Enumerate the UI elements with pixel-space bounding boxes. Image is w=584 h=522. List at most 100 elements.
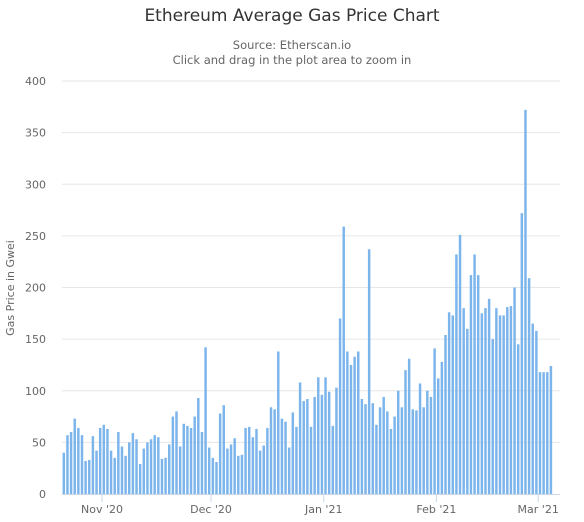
bar[interactable] [204,347,207,494]
bar[interactable] [447,312,451,494]
bar[interactable] [102,424,106,494]
bar[interactable] [251,437,255,494]
bar[interactable] [546,372,549,494]
bar[interactable] [291,412,295,494]
bar[interactable] [80,435,84,494]
bar[interactable] [498,315,502,494]
bar[interactable] [62,452,66,494]
bar[interactable] [491,339,494,495]
bar[interactable] [280,418,284,494]
bar[interactable] [266,427,269,494]
bar[interactable] [106,428,109,494]
bar[interactable] [255,428,258,494]
bar[interactable] [466,328,469,494]
bar[interactable] [233,438,236,494]
bar[interactable] [415,410,418,494]
bar[interactable] [258,450,262,494]
bar[interactable] [509,306,513,494]
bar[interactable] [426,390,429,494]
bar[interactable] [277,351,280,494]
bar[interactable] [331,425,335,494]
bar[interactable] [197,397,200,494]
bar[interactable] [386,411,389,494]
bar[interactable] [124,455,127,494]
bar[interactable] [524,109,527,494]
bar[interactable] [142,448,146,494]
bar[interactable] [473,254,476,494]
bar[interactable] [84,460,87,494]
bar[interactable] [429,396,433,494]
bar[interactable] [378,407,382,494]
bar[interactable] [397,390,400,494]
bar[interactable] [335,387,338,494]
bar[interactable] [73,418,76,494]
bar[interactable] [349,364,353,494]
bar[interactable] [66,435,69,494]
bar[interactable] [367,249,371,494]
bar[interactable] [273,409,276,494]
bar[interactable] [324,377,327,494]
bar[interactable] [218,413,222,494]
bar[interactable] [182,423,186,494]
bar[interactable] [91,436,95,494]
bar[interactable] [418,383,422,494]
bar[interactable] [284,421,287,494]
bar[interactable] [222,405,225,494]
bar[interactable] [320,394,324,494]
bar[interactable] [389,428,393,494]
bar[interactable] [542,372,545,494]
bar[interactable] [495,308,498,494]
bar[interactable] [371,403,375,494]
bar[interactable] [487,298,491,494]
bar[interactable] [476,275,480,494]
bar[interactable] [506,307,509,494]
bar[interactable] [400,407,404,494]
bar[interactable] [436,378,440,494]
bar[interactable] [535,330,538,494]
bar[interactable] [287,447,291,494]
bar[interactable] [360,399,364,494]
bar[interactable] [149,439,153,494]
bar[interactable] [244,427,247,494]
bar[interactable] [306,399,309,494]
bar[interactable] [109,450,113,494]
bar[interactable] [342,226,345,494]
bar[interactable] [128,442,131,495]
bar[interactable] [117,432,120,494]
bar[interactable] [178,446,182,495]
bar[interactable] [502,315,505,494]
bar[interactable] [200,432,204,494]
bar[interactable] [516,344,520,494]
bar[interactable] [520,213,524,494]
bar[interactable] [302,401,305,494]
bar[interactable] [407,358,411,494]
bar[interactable] [88,459,91,494]
bar[interactable] [240,454,244,494]
bar[interactable] [382,396,385,494]
bar-series[interactable] [62,109,553,495]
bar[interactable] [193,416,196,494]
bar[interactable] [160,458,164,494]
bar[interactable] [175,411,178,494]
bar[interactable] [433,348,436,494]
bar[interactable] [357,351,360,494]
bar[interactable] [440,361,444,494]
bar[interactable] [69,432,73,494]
bar[interactable] [375,424,378,494]
bar[interactable] [538,372,542,494]
bar[interactable] [211,457,215,494]
bar[interactable] [298,382,302,494]
bar[interactable] [77,427,80,494]
bar[interactable] [462,308,465,494]
bar[interactable] [404,370,407,494]
bar[interactable] [113,457,116,494]
bar[interactable] [229,444,233,494]
bar[interactable] [338,318,342,494]
bar[interactable] [527,278,531,494]
bar[interactable] [444,335,447,494]
bar[interactable] [451,315,454,494]
bar[interactable] [513,287,516,495]
bar[interactable] [393,416,396,494]
bar[interactable] [411,409,415,494]
